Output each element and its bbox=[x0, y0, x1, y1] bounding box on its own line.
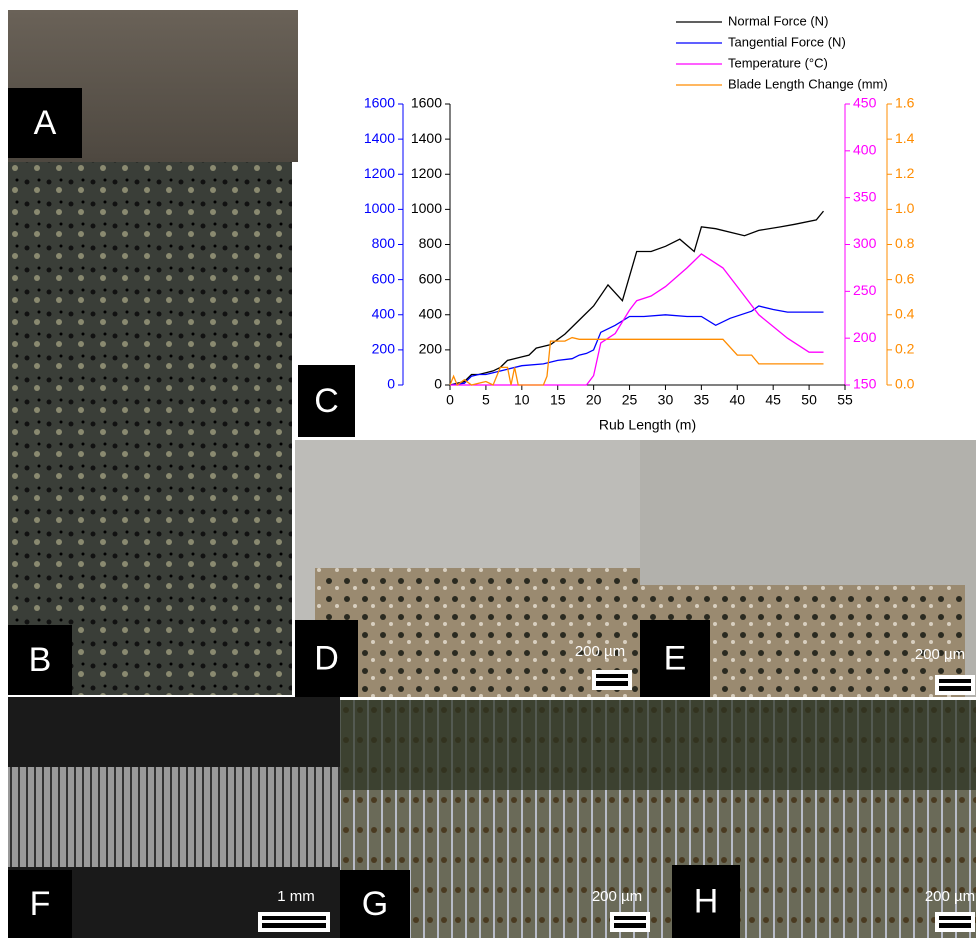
y-tick-label: 0.6 bbox=[895, 270, 915, 286]
y-tick-label: 200 bbox=[372, 341, 396, 357]
data-line bbox=[450, 306, 824, 385]
y-tick-label: 0 bbox=[434, 376, 442, 392]
x-tick-label: 35 bbox=[694, 392, 710, 408]
y-tick-label: 1400 bbox=[411, 130, 442, 146]
y-tick-label: 600 bbox=[372, 270, 396, 286]
chart: 0200400600800100012001400160002004006008… bbox=[364, 13, 915, 432]
panel-label: H bbox=[694, 882, 719, 920]
x-tick-label: 5 bbox=[482, 392, 490, 408]
y-tick-label: 0.0 bbox=[895, 376, 915, 392]
scale-bar-text: 200 µm bbox=[915, 646, 965, 663]
scale-bar-line bbox=[614, 920, 646, 923]
scale-bar-text: 1 mm bbox=[277, 888, 315, 905]
photo-f-sample bbox=[8, 767, 340, 867]
y-tick-label: 0.4 bbox=[895, 305, 915, 321]
x-tick-label: 25 bbox=[622, 392, 638, 408]
scale-bar-text: 200 µm bbox=[592, 888, 642, 905]
panel-label: C bbox=[314, 382, 339, 420]
y-tick-label: 0 bbox=[387, 376, 395, 392]
x-tick-label: 50 bbox=[801, 392, 817, 408]
y-tick-label: 200 bbox=[419, 341, 443, 357]
panel-label: D bbox=[314, 639, 339, 677]
panel-label: E bbox=[664, 639, 687, 677]
y-tick-label: 1400 bbox=[364, 130, 395, 146]
photos bbox=[8, 10, 976, 938]
scale-bar-line bbox=[939, 683, 971, 686]
scale-bar-text: 200 µm bbox=[575, 643, 625, 660]
y-tick-label: 300 bbox=[853, 235, 877, 251]
x-tick-label: 0 bbox=[446, 392, 454, 408]
y-tick-label: 400 bbox=[419, 305, 443, 321]
x-tick-label: 15 bbox=[550, 392, 566, 408]
panel-label: A bbox=[34, 104, 57, 142]
photo-b bbox=[8, 162, 292, 695]
legend-label: Normal Force (N) bbox=[728, 13, 828, 28]
y-tick-label: 450 bbox=[853, 95, 877, 111]
legend-label: Tangential Force (N) bbox=[728, 34, 846, 49]
x-tick-label: 10 bbox=[514, 392, 530, 408]
panel-label: G bbox=[362, 885, 388, 923]
y-tick-label: 1000 bbox=[411, 200, 442, 216]
y-tick-label: 600 bbox=[419, 270, 443, 286]
y-tick-label: 1200 bbox=[411, 165, 442, 181]
scale-bar-line bbox=[596, 678, 628, 681]
photo-d-sample bbox=[315, 568, 640, 697]
y-tick-label: 200 bbox=[853, 329, 877, 345]
y-tick-label: 0.2 bbox=[895, 341, 915, 357]
data-line bbox=[450, 254, 824, 385]
scale-bar-line bbox=[262, 920, 326, 923]
figure: A B C D E F G H 200 µm 200 µm 1 mm 200 µm 200 µm 0 20… bbox=[0, 0, 976, 938]
scale-bar-line bbox=[939, 920, 971, 923]
y-tick-label: 400 bbox=[372, 305, 396, 321]
data-line bbox=[450, 211, 824, 385]
panel-label: B bbox=[29, 641, 52, 679]
legend-label: Temperature (°C) bbox=[728, 55, 828, 70]
y-tick-label: 150 bbox=[853, 376, 877, 392]
y-tick-label: 1600 bbox=[411, 95, 442, 111]
y-tick-label: 1000 bbox=[364, 200, 395, 216]
scale-bar-text: 200 µm bbox=[925, 888, 975, 905]
legend-label: Blade Length Change (mm) bbox=[728, 76, 888, 91]
y-tick-label: 0.8 bbox=[895, 235, 915, 251]
y-tick-label: 250 bbox=[853, 282, 877, 298]
x-tick-label: 45 bbox=[765, 392, 781, 408]
y-tick-label: 350 bbox=[853, 188, 877, 204]
y-tick-label: 1200 bbox=[364, 165, 395, 181]
y-tick-label: 1.0 bbox=[895, 200, 915, 216]
y-tick-label: 1.4 bbox=[895, 130, 915, 146]
y-tick-label: 800 bbox=[419, 235, 443, 251]
x-tick-label: 40 bbox=[729, 392, 745, 408]
x-tick-label: 30 bbox=[658, 392, 674, 408]
panel-label: F bbox=[30, 885, 51, 923]
y-tick-label: 400 bbox=[853, 142, 877, 158]
y-tick-label: 800 bbox=[372, 235, 396, 251]
photo-g-top bbox=[340, 700, 976, 790]
y-tick-label: 1.2 bbox=[895, 165, 915, 181]
x-tick-label: 20 bbox=[586, 392, 602, 408]
x-tick-label: 55 bbox=[837, 392, 853, 408]
x-axis-title: Rub Length (m) bbox=[599, 417, 696, 433]
y-tick-label: 1600 bbox=[364, 95, 395, 111]
y-tick-label: 1.6 bbox=[895, 95, 915, 111]
